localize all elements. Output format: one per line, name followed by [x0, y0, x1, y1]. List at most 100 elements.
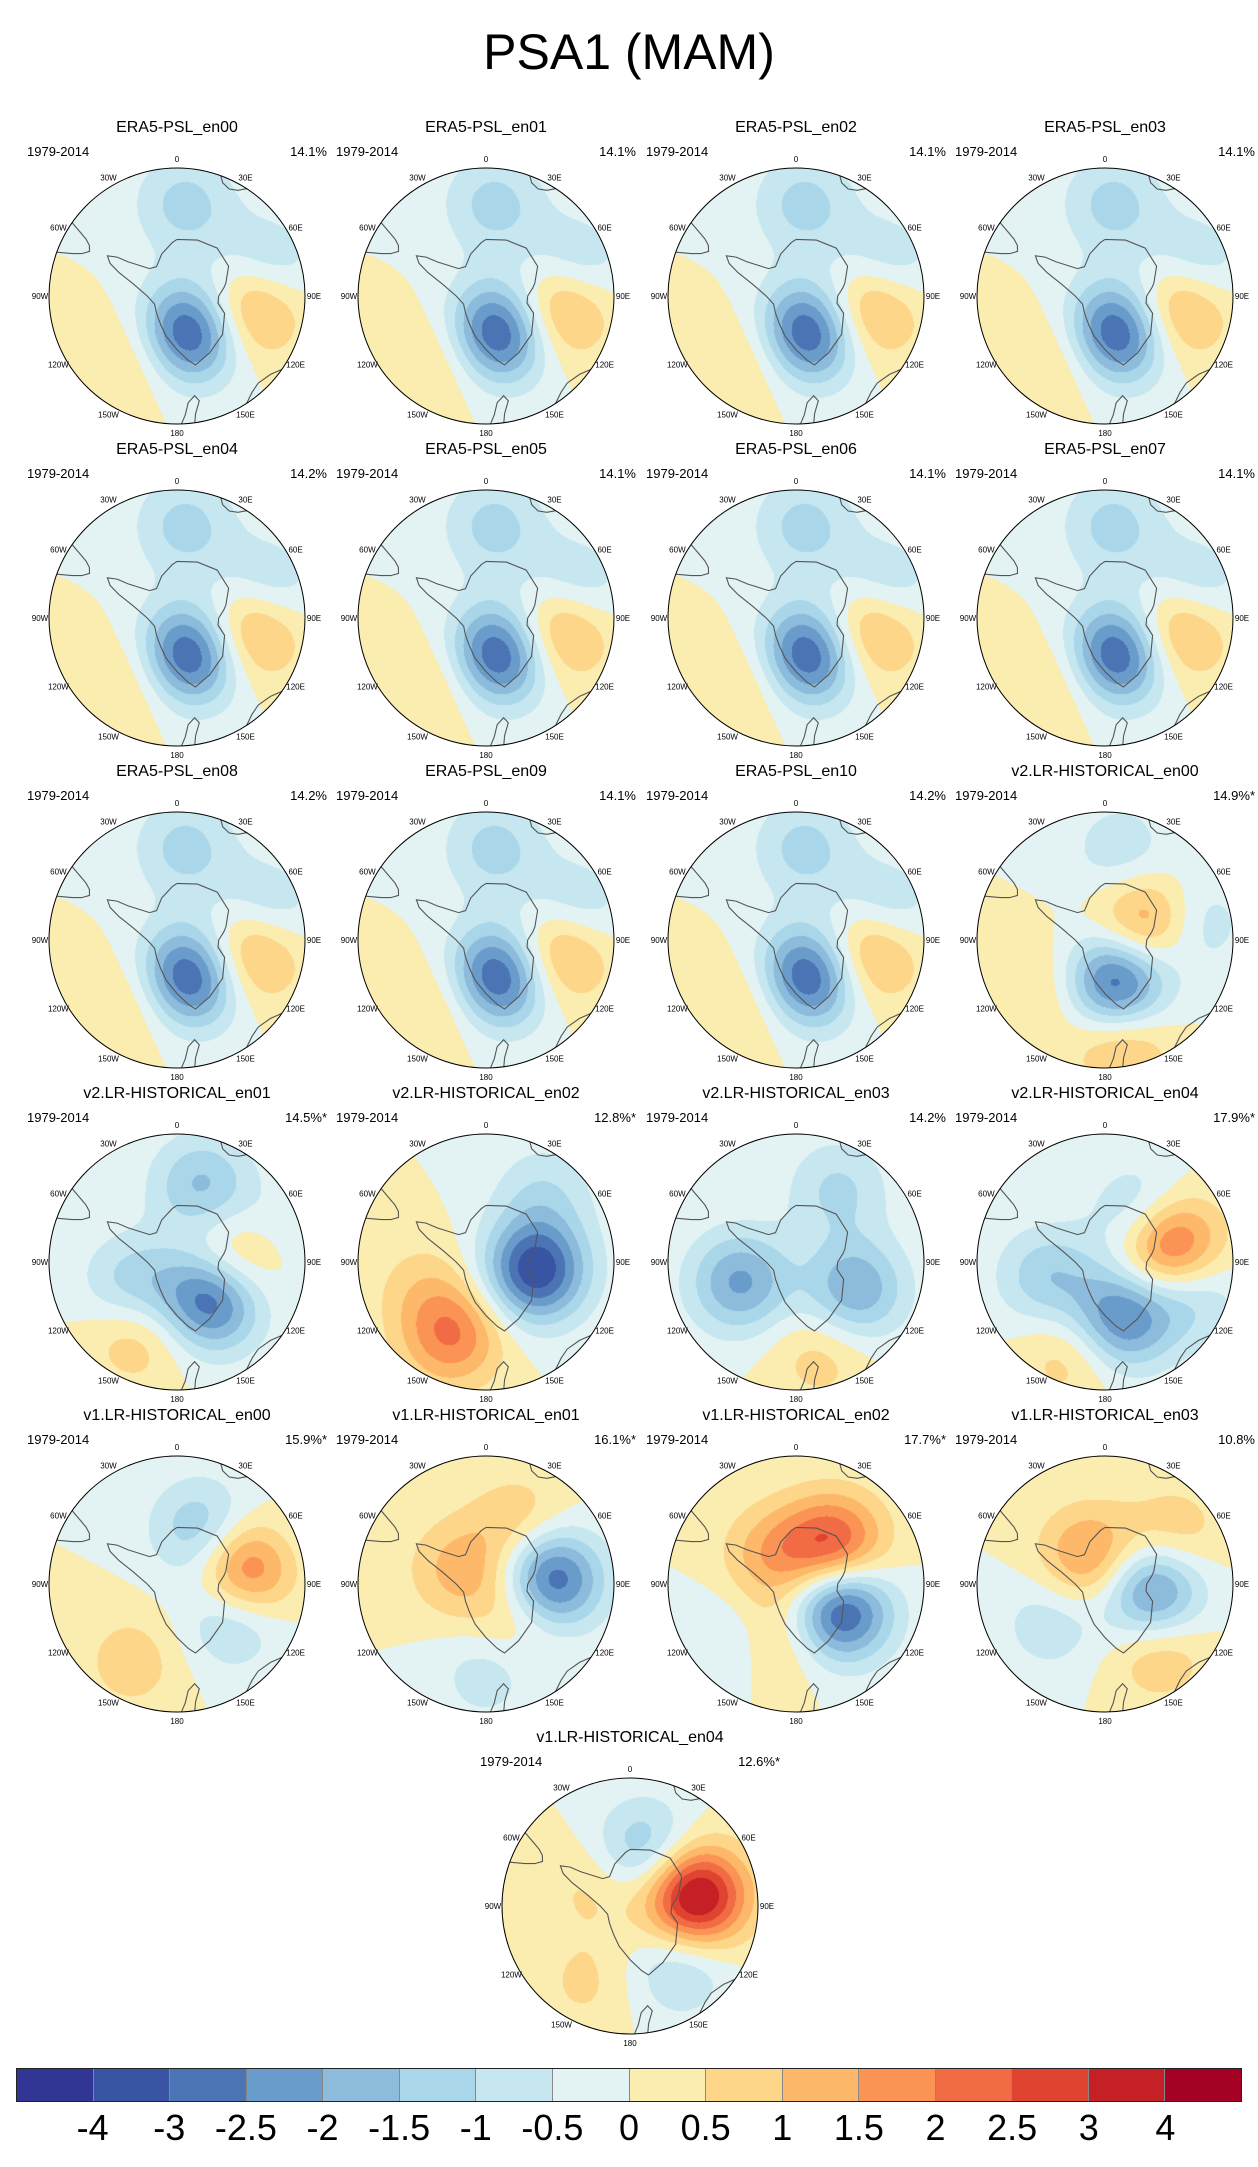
longitude-label: 120W [667, 1327, 688, 1336]
longitude-label: 0 [794, 155, 799, 164]
longitude-label: 150E [236, 411, 255, 420]
longitude-label: 30W [553, 1783, 570, 1792]
polar-map: 0 30E 60E 90E 120E 150E 180 150W 120W 90W 60W 30W [341, 1121, 630, 1404]
map-panel: v1.LR-HISTORICAL_en01 1979-2014 16.1%* 0 30E… [336, 1406, 636, 1726]
colorbar-tick-label: 2.5 [987, 2107, 1038, 2148]
panel-title: ERA5-PSL_en00 [116, 119, 238, 136]
longitude-label: 90W [651, 1258, 668, 1267]
australia-coastline [555, 690, 592, 726]
colorbar-box [93, 2069, 171, 2101]
longitude-label: 150W [1026, 411, 1047, 420]
longitude-label: 30W [100, 817, 117, 826]
longitude-label: 120W [48, 683, 69, 692]
polar-map: 0 30E 60E 90E 120E 150E 180 150W 120W 90W 60W 30W [960, 477, 1249, 760]
panel-title: ERA5-PSL_en01 [425, 119, 547, 136]
colorbar-tick-label: -0.5 [521, 2107, 584, 2148]
anomaly-field [977, 1134, 1233, 1390]
map-border [976, 1133, 1234, 1391]
antarctica-coastline [415, 560, 539, 688]
map-panel: v2.LR-HISTORICAL_en02 1979-2014 12.8%* 0 30E… [336, 1084, 636, 1404]
longitude-label: 120W [976, 683, 997, 692]
map-border [667, 1133, 925, 1391]
longitude-label: 120W [48, 361, 69, 370]
longitude-label: 60W [978, 868, 995, 877]
map-panel: ERA5-PSL_en08 1979-2014 14.2% 0 30E 60E 90E 120… [27, 762, 327, 1082]
panel-variance: 17.7%* [904, 1432, 946, 1447]
africa-coastline [529, 175, 556, 191]
longitude-label: 150E [545, 1377, 564, 1386]
new-zealand-coastline [633, 2004, 653, 2034]
africa-coastline [220, 1463, 247, 1479]
new-zealand-coastline [489, 1038, 509, 1068]
south-america-coastline [984, 866, 1019, 899]
longitude-label: 60E [597, 546, 611, 555]
longitude-label: 60W [50, 868, 67, 877]
anomaly-field [49, 1134, 305, 1390]
longitude-label: 60W [978, 1512, 995, 1521]
longitude-label: 90W [960, 1580, 977, 1589]
south-america-coastline [675, 1188, 710, 1221]
panel-variance: 14.2% [290, 788, 327, 803]
longitude-label: 60E [741, 1834, 755, 1843]
antarctica-coastline [106, 1526, 230, 1654]
longitude-label: 30E [547, 495, 561, 504]
map-border [667, 167, 925, 425]
longitude-label: 120W [976, 361, 997, 370]
anomaly-field [49, 490, 305, 746]
panel-period: 1979-2014 [955, 1110, 1018, 1125]
longitude-label: 30W [719, 1139, 736, 1148]
antarctica-coastline [725, 882, 849, 1010]
longitude-label: 90W [960, 1258, 977, 1267]
anomaly-field [668, 812, 924, 1068]
polar-map: 0 30E 60E 90E 120E 150E 180 150W 120W 90W 60W 30W [341, 1443, 630, 1726]
longitude-label: 150W [98, 411, 119, 420]
panel-period: 1979-2014 [955, 1432, 1018, 1447]
panel-variance: 10.8% [1218, 1432, 1255, 1447]
longitude-label: 150E [236, 733, 255, 742]
australia-coastline [865, 1012, 902, 1048]
longitude-label: 60E [597, 1512, 611, 1521]
longitude-label: 30W [1028, 817, 1045, 826]
australia-coastline [1174, 690, 1211, 726]
new-zealand-coastline [489, 1360, 509, 1390]
panel-variance: 14.1% [909, 144, 946, 159]
longitude-label: 150E [855, 1699, 874, 1708]
panel-period: 1979-2014 [27, 466, 90, 481]
longitude-label: 150E [545, 1699, 564, 1708]
longitude-label: 90E [616, 1580, 630, 1589]
panel-period: 1979-2014 [955, 144, 1018, 159]
south-america-coastline [984, 222, 1019, 255]
longitude-label: 120E [905, 1327, 924, 1336]
longitude-label: 120E [1214, 1005, 1233, 1014]
map-border [357, 1455, 615, 1713]
antarctica-coastline [415, 882, 539, 1010]
antarctica-coastline [106, 238, 230, 366]
colorbar-box [170, 2069, 247, 2101]
longitude-label: 90W [341, 292, 358, 301]
map-border [501, 1777, 759, 2035]
longitude-label: 150E [545, 1055, 564, 1064]
panel-period: 1979-2014 [336, 466, 399, 481]
anomaly-field [502, 1778, 758, 2034]
longitude-label: 120W [667, 1649, 688, 1658]
longitude-label: 150E [1164, 1699, 1183, 1708]
longitude-label: 90W [32, 1580, 49, 1589]
antarctica-coastline [1034, 1526, 1158, 1654]
longitude-label: 120E [905, 1649, 924, 1658]
new-zealand-coastline [1108, 716, 1128, 746]
new-zealand-coastline [489, 716, 509, 746]
map-panel: ERA5-PSL_en04 1979-2014 14.2% 0 30E 60E 90E 120… [27, 440, 327, 760]
south-america-coastline [365, 544, 400, 577]
longitude-label: 90W [651, 1580, 668, 1589]
map-border [976, 167, 1234, 425]
map-border [48, 489, 306, 747]
map-panel: v2.LR-HISTORICAL_en00 1979-2014 14.9%* 0 30E… [955, 762, 1255, 1082]
longitude-label: 150E [689, 2021, 708, 2030]
longitude-label: 150E [1164, 411, 1183, 420]
longitude-label: 90E [1235, 614, 1249, 623]
polar-map: 0 30E 60E 90E 120E 150E 180 150W 120W 90W 60W 30W [960, 155, 1249, 438]
longitude-label: 90E [926, 936, 940, 945]
longitude-label: 180 [170, 1395, 184, 1404]
longitude-label: 0 [1103, 155, 1108, 164]
longitude-label: 0 [794, 799, 799, 808]
